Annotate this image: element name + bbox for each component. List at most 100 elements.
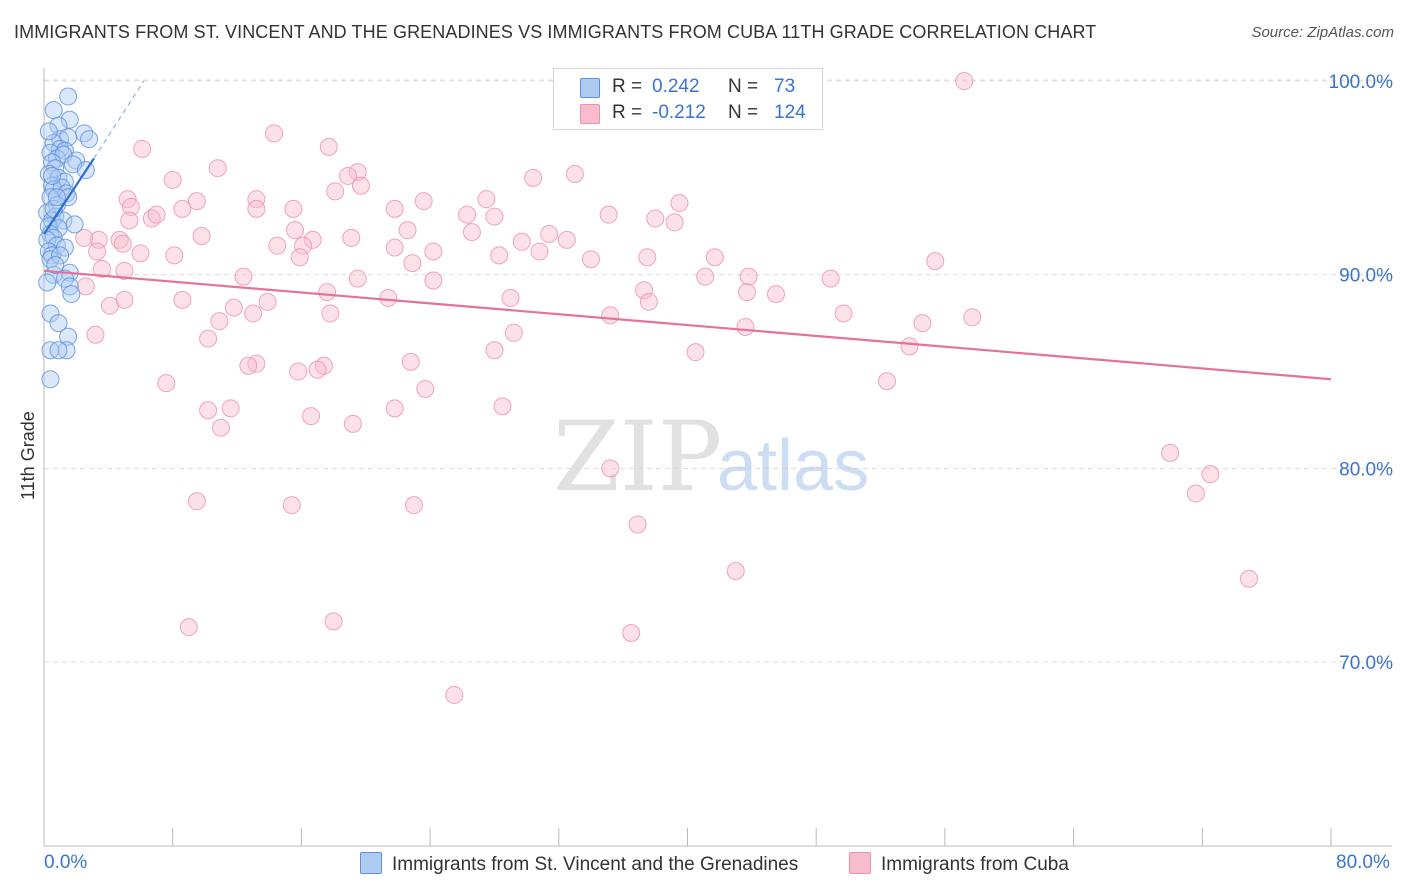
cuba-point	[199, 401, 218, 420]
cuba-point	[913, 314, 932, 333]
chart-source: Source: ZipAtlas.com	[1251, 24, 1394, 41]
legend-r-value: -0.212	[652, 102, 706, 123]
cuba-point	[187, 492, 206, 511]
chart-title: IMMIGRANTS FROM ST. VINCENT AND THE GREN…	[14, 22, 1097, 42]
st-vincent-point	[49, 314, 68, 333]
legend-swatch-cuba	[580, 104, 600, 124]
cuba-point	[955, 72, 974, 91]
watermark-zip: ZIP	[553, 401, 722, 513]
cuba-point	[179, 618, 198, 637]
cuba-point	[530, 242, 549, 261]
cuba-point	[173, 199, 192, 218]
cuba-point	[686, 343, 705, 362]
series-cuba-points	[75, 72, 1258, 704]
cuba-point	[665, 213, 684, 232]
st-vincent-point	[60, 277, 79, 296]
cuba-point	[247, 190, 266, 209]
cuba-point	[208, 159, 227, 178]
cuba-point	[424, 242, 443, 261]
st-vincent-point	[46, 256, 65, 275]
st-vincent-point	[59, 327, 78, 346]
bottom-legend-cuba: Immigrants from Cuba	[849, 852, 1069, 876]
cuba-point	[224, 298, 243, 317]
cuba-point	[385, 199, 404, 218]
cuba-point	[877, 372, 896, 391]
cuba-point	[504, 323, 523, 342]
bottom-legend-swatch-st-vincent	[360, 852, 382, 874]
cuba-point	[766, 285, 785, 304]
st-vincent-point	[43, 153, 62, 172]
cuba-point	[424, 271, 443, 290]
cuba-point	[405, 496, 424, 515]
legend-n-label: N =	[728, 102, 759, 123]
st-vincent-point	[59, 87, 78, 106]
cuba-point	[326, 182, 345, 201]
x-tick-label-max: 80.0%	[1336, 852, 1390, 873]
cuba-point	[1161, 443, 1180, 462]
st-vincent-point	[65, 215, 84, 234]
cuba-point	[302, 407, 321, 426]
cuba-point	[670, 194, 689, 213]
cuba-point	[290, 248, 309, 267]
cuba-point	[622, 623, 641, 642]
cuba-point	[557, 230, 576, 249]
cuba-point	[485, 341, 504, 360]
st-vincent-point	[39, 122, 58, 141]
cuba-point	[512, 232, 531, 251]
cuba-point	[458, 205, 477, 224]
cuba-point	[501, 288, 520, 307]
bottom-legend-swatch-cuba	[849, 852, 871, 874]
cuba-point	[403, 254, 422, 273]
cuba-point	[599, 205, 618, 224]
cuba-point	[339, 166, 358, 185]
legend-row-cuba: R = -0.212 N = 124	[554, 100, 822, 126]
cuba-point	[485, 207, 504, 226]
bottom-legend-st-vincent: Immigrants from St. Vincent and the Gren…	[360, 852, 798, 876]
cuba-point	[565, 165, 584, 184]
legend-n-value: 124	[774, 102, 806, 123]
cuba-point	[115, 261, 134, 280]
legend-r-label: R =	[612, 76, 643, 97]
cuba-point	[192, 226, 211, 245]
cuba-point	[348, 269, 367, 288]
y-tick-label: 100.0%	[1329, 72, 1394, 93]
st-vincent-point	[38, 273, 57, 292]
cuba-point	[385, 238, 404, 257]
cuba-point	[628, 515, 647, 534]
legend-swatch-st-vincent	[580, 78, 600, 98]
y-tick-label: 80.0%	[1339, 459, 1393, 480]
cuba-point	[199, 329, 218, 348]
cuba-point	[100, 296, 119, 315]
cuba-trend-line	[43, 269, 1332, 381]
watermark: ZIP atlas	[553, 401, 869, 513]
cuba-point	[1239, 569, 1258, 588]
cuba-point	[210, 312, 229, 331]
cuba-point	[646, 209, 665, 228]
st-vincent-trend-line	[43, 157, 95, 235]
cuba-point	[282, 496, 301, 515]
cuba-point	[173, 290, 192, 309]
cuba-point	[462, 223, 481, 242]
cuba-point	[76, 277, 95, 296]
cuba-point	[1186, 484, 1205, 503]
cuba-point	[268, 236, 287, 255]
cuba-point	[319, 137, 338, 156]
x-tick-label-min: 0.0%	[44, 852, 88, 873]
cuba-point	[414, 192, 433, 211]
cuba-point	[348, 163, 367, 182]
cuba-point	[147, 205, 166, 224]
y-tick-label: 70.0%	[1339, 653, 1393, 674]
cuba-point	[221, 399, 240, 418]
cuba-point	[157, 374, 176, 393]
st-vincent-point	[47, 188, 66, 207]
st-vincent-trend-extension	[93, 80, 145, 159]
cuba-point	[120, 211, 139, 230]
cuba-point	[211, 418, 230, 437]
cuba-point	[379, 288, 398, 307]
cuba-point	[705, 248, 724, 267]
st-vincent-point	[41, 370, 60, 389]
cuba-point	[477, 190, 496, 209]
st-vincent-point	[62, 285, 81, 304]
cuba-point	[265, 124, 284, 143]
cuba-point	[601, 459, 620, 478]
